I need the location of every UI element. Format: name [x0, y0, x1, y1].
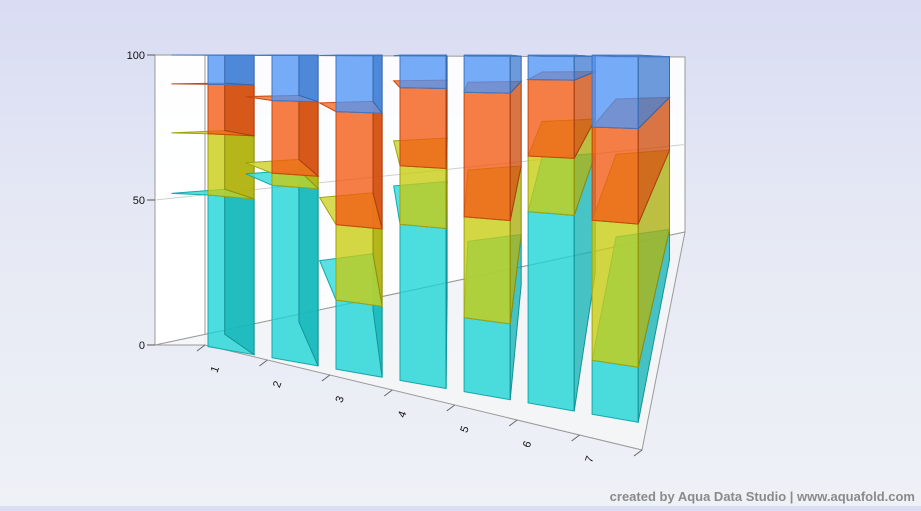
x-tick [322, 375, 330, 381]
bar-side [299, 55, 318, 102]
x-tick [572, 435, 580, 441]
x-tick [634, 450, 642, 456]
bar-segment [464, 92, 510, 220]
bar-top [246, 55, 319, 56]
bar-segment [400, 224, 446, 388]
y-tick-label: 100 [127, 50, 145, 62]
bar-side [225, 189, 254, 355]
x-tick [447, 405, 455, 411]
bar-segment [400, 166, 446, 229]
bar-top [464, 55, 521, 56]
bar-segment [400, 55, 446, 88]
bar-segment [464, 55, 510, 93]
x-tick-label: 1 [209, 365, 222, 375]
side-wall [155, 55, 205, 345]
bar-segment [528, 212, 574, 411]
bar-segment [528, 80, 574, 159]
bar-side [446, 55, 447, 88]
x-tick-label: 4 [396, 410, 409, 420]
bar-side [446, 80, 447, 168]
x-tick [509, 420, 517, 426]
x-tick-label: 7 [583, 455, 596, 465]
chart-bars [171, 55, 669, 422]
x-tick [197, 345, 205, 351]
bar-top [528, 55, 595, 56]
x-tick-label: 6 [521, 440, 534, 450]
x-tick-label: 3 [334, 395, 347, 405]
y-tick-label: 0 [139, 340, 145, 352]
x-tick [384, 390, 392, 396]
bar-segment [464, 318, 510, 400]
bar-side [225, 55, 254, 85]
x-tick-label: 2 [271, 380, 284, 390]
watermark-text: created by Aqua Data Studio | www.aquafo… [610, 489, 915, 504]
bar-segment [400, 88, 446, 169]
bar-segment [592, 127, 638, 224]
bar-segment [528, 156, 574, 215]
bar-segment [592, 220, 638, 367]
bar-segment [528, 55, 574, 80]
bar-segment [592, 55, 638, 128]
y-tick-label: 50 [133, 195, 145, 207]
bar-side [225, 83, 254, 136]
bar-top [394, 55, 447, 56]
bar-top [320, 55, 383, 56]
bar-segment [592, 360, 638, 422]
x-tick [259, 360, 267, 366]
bar-segment [464, 217, 510, 324]
x-tick-label: 5 [458, 425, 471, 435]
